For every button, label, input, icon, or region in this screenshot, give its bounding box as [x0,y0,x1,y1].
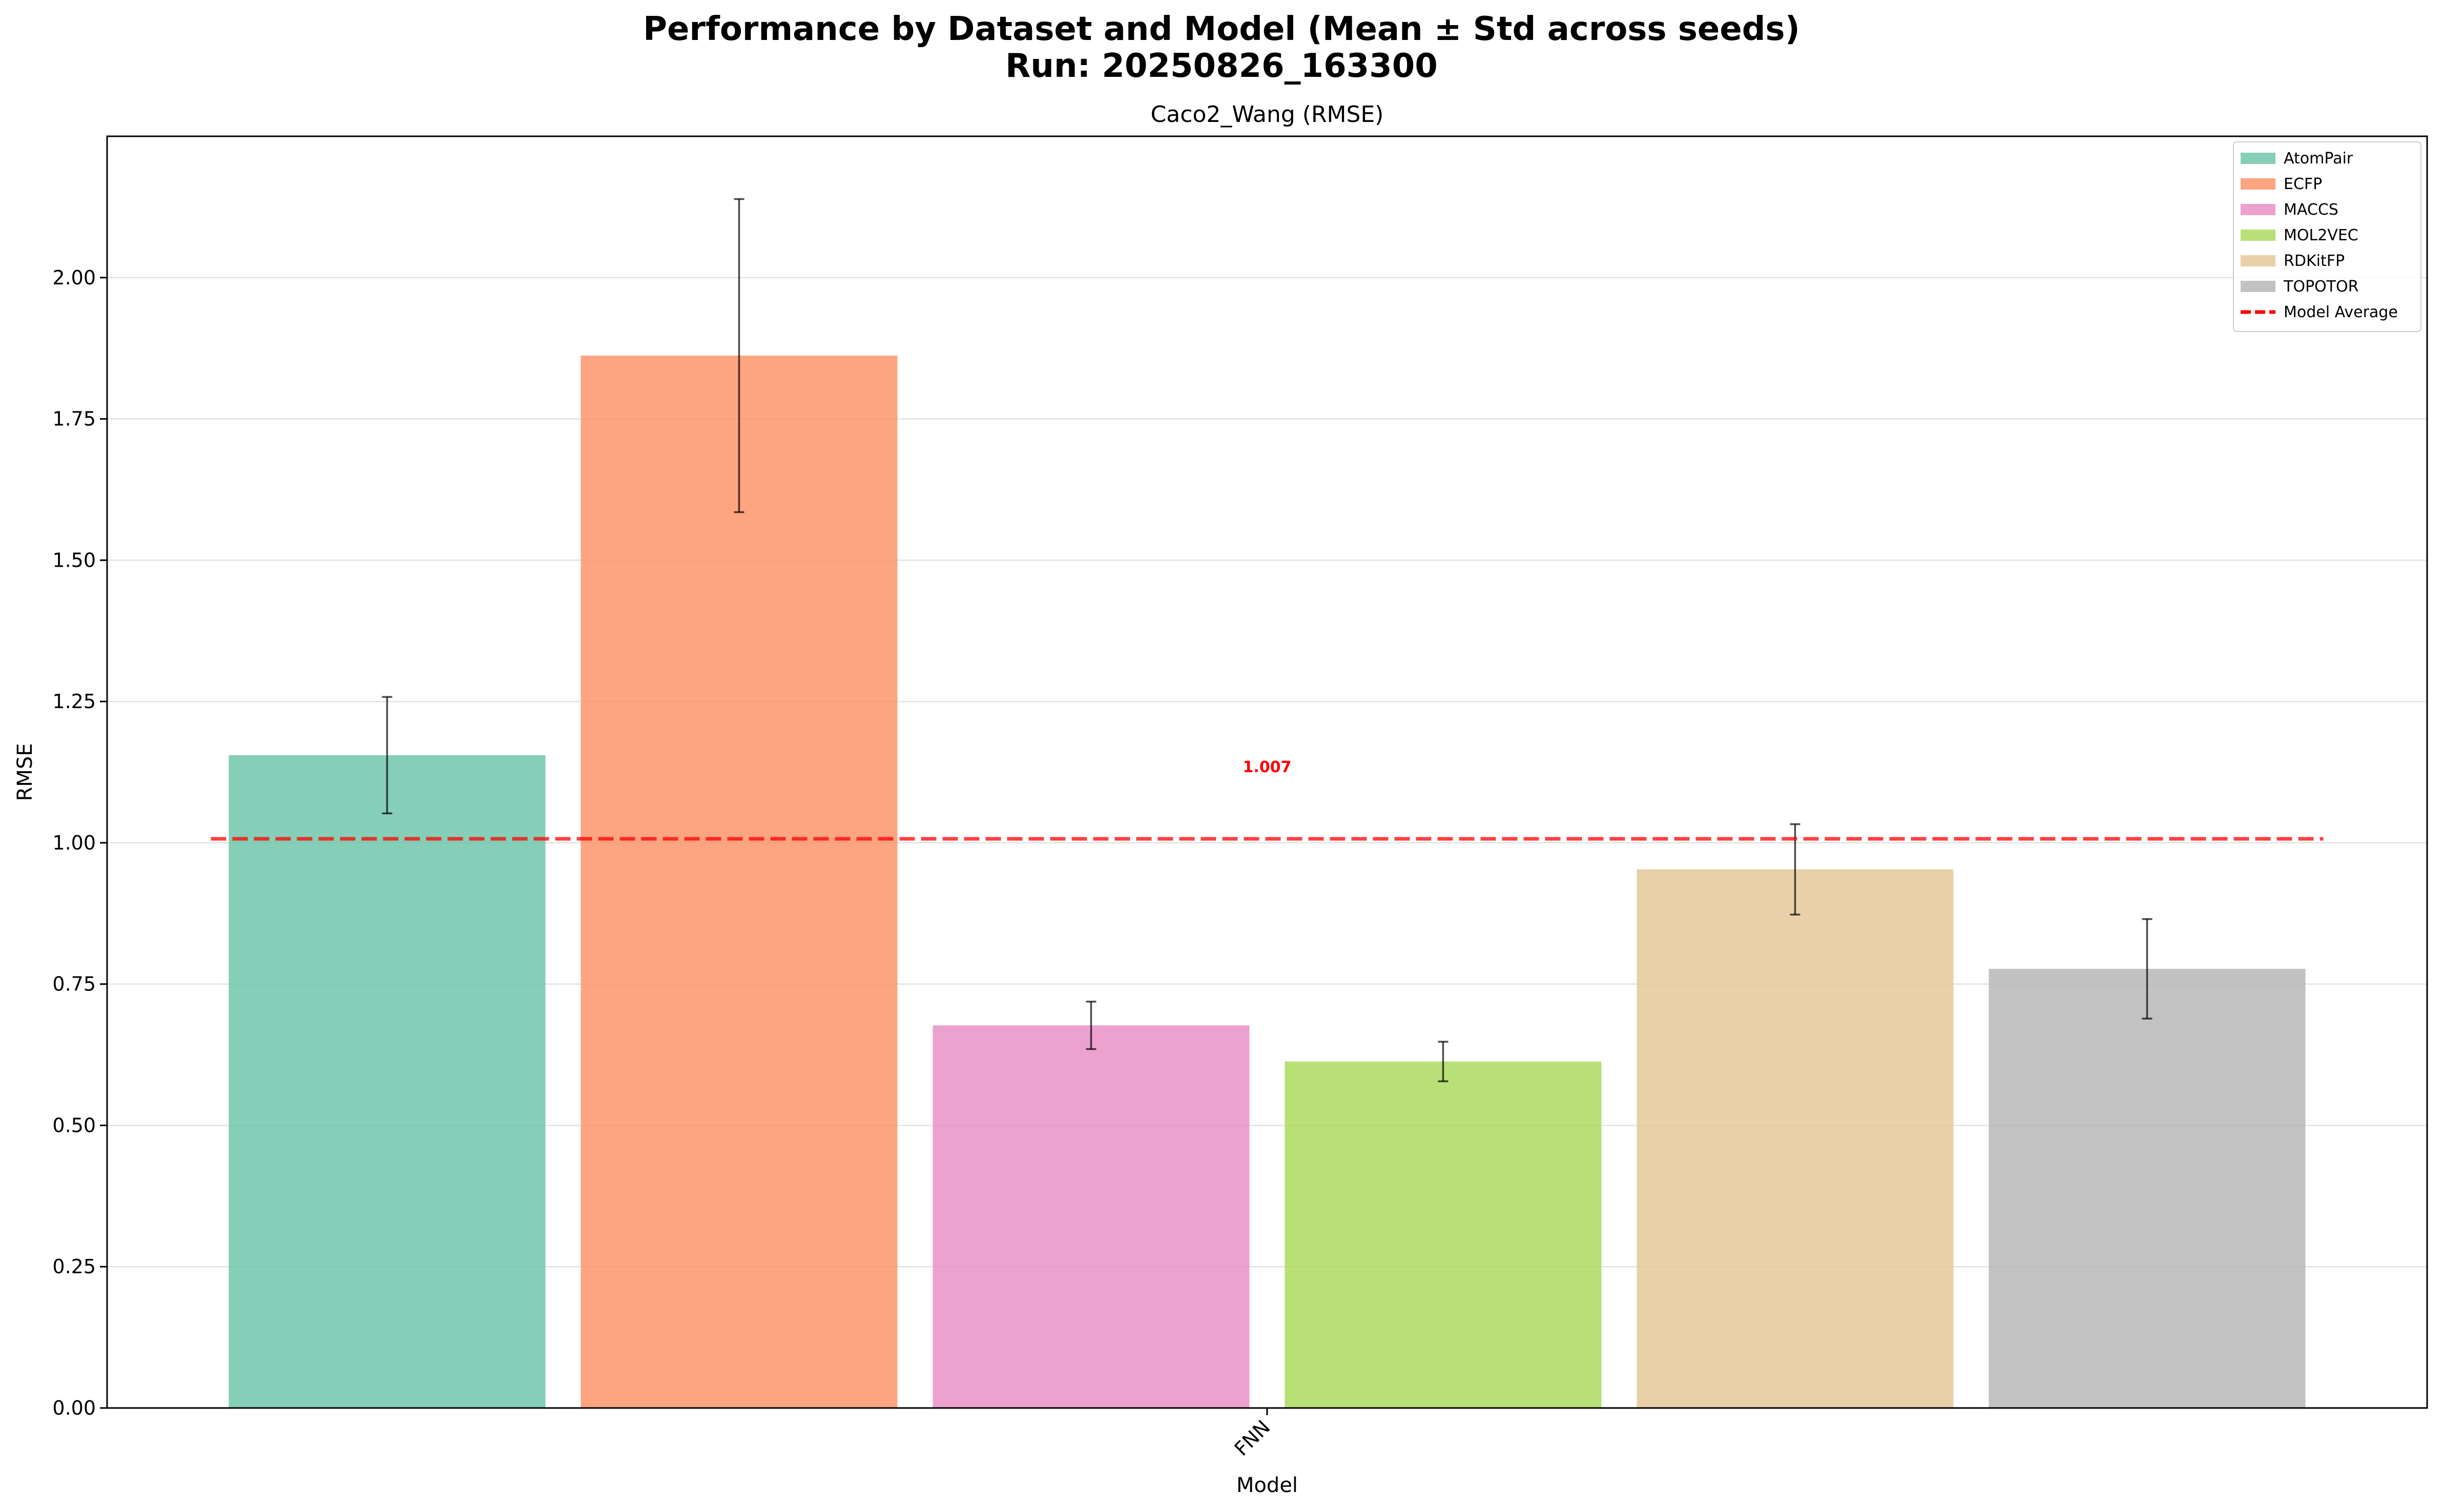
y-tick-label: 0.25 [52,1255,96,1278]
legend-swatch-ecfp [2241,178,2275,190]
y-tick-label: 0.75 [52,973,96,996]
bar-ecfp [581,356,898,1409]
legend-swatch-topotor [2241,281,2275,292]
legend-frame [2233,141,2421,332]
legend-label-topotor: TOPOTOR [2283,278,2358,296]
error-bar-maccs [1086,1001,1096,1050]
legend-label-ecfp: ECFP [2284,175,2322,193]
y-tick-label: 1.00 [52,832,96,854]
legend-swatch-rdkitfp [2241,255,2275,266]
axes-title: Caco2_Wang (RMSE) [1151,101,1384,128]
bar-maccs [933,1025,1250,1408]
legend-swatch-atompair [2241,153,2275,164]
bar-mol2vec [1285,1061,1602,1408]
bars [229,356,2306,1409]
y-axis-label: RMSE [13,743,37,801]
average-value-label: 1.007 [1243,758,1292,776]
legend-label-model-average: Model Average [2284,303,2398,321]
legend-label-mol2vec: MOL2VEC [2284,226,2358,244]
legend-label-maccs: MACCS [2284,201,2338,219]
legend-swatch-maccs [2241,204,2275,215]
y-tick-label: 0.00 [52,1397,96,1419]
y-axis-ticks: 0.00 0.25 0.50 0.75 1.00 1.25 1.50 1.75 2.00 [52,266,107,1419]
y-tick-label: 1.75 [52,408,96,430]
legend-swatch-mol2vec [2241,230,2275,241]
chart-subtitle: Run: 20250826_163300 [1005,47,1438,85]
bar-atompair [229,755,546,1408]
error-bar-mol2vec [1438,1041,1448,1083]
error-bars [382,198,2152,1083]
bar-topotor [1989,968,2306,1408]
x-axis-label: Model [1236,1474,1298,1497]
legend: AtomPair ECFP MACCS MOL2VEC RDKitFP TOPOTOR Mo… [2233,141,2421,332]
y-tick-label: 0.50 [52,1114,96,1136]
y-tick-label: 1.50 [52,549,96,571]
chart-title: Performance by Dataset and Model (Mean ±… [643,10,1800,48]
bar-rdkitfp [1637,869,1954,1408]
y-tick-label: 2.00 [52,266,96,289]
error-bar-atompair [382,696,392,815]
legend-label-rdkitfp: RDKitFP [2284,252,2345,270]
y-tick-label: 1.25 [52,690,96,713]
average-line-group: 1.007 [211,758,2324,841]
error-bar-ecfp [734,198,744,513]
legend-label-atompair: AtomPair [2284,150,2353,168]
error-bar-topotor [2142,918,2152,1020]
